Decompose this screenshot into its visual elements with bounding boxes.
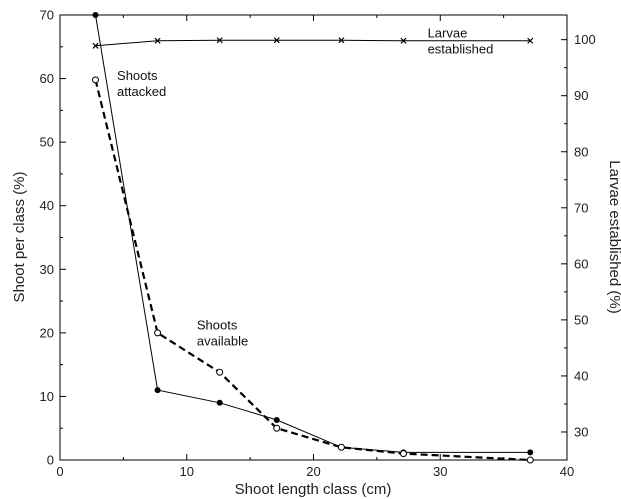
y-tick-label: 40 — [40, 198, 54, 213]
y2-tick-label: 60 — [574, 256, 588, 271]
y-tick-label: 70 — [40, 8, 54, 23]
y2-tick-label: 100 — [574, 32, 596, 47]
x-tick-label: 10 — [180, 464, 194, 479]
data-point — [273, 37, 280, 44]
data-point — [216, 37, 223, 44]
y2-axis-title: Larvae established (%) — [606, 160, 621, 313]
y-axis-ticks: 0 10 20 30 40 50 60 70 — [40, 8, 66, 468]
y-tick-label: 30 — [40, 262, 54, 277]
series-lines — [94, 14, 531, 462]
data-point — [526, 456, 534, 464]
y2-tick-label: 80 — [574, 144, 588, 159]
y-tick-label: 60 — [40, 71, 54, 86]
data-point — [92, 12, 99, 18]
data-point — [154, 387, 161, 394]
series-line-0 — [95, 14, 531, 453]
data-point — [273, 424, 281, 432]
data-point — [91, 76, 99, 84]
data-point — [527, 449, 534, 456]
data-point — [338, 37, 345, 44]
y2-tick-label: 90 — [574, 88, 588, 103]
annotations: Shoots attacked Shoots available Larvae estab… — [117, 25, 493, 348]
x-tick-label: 40 — [560, 464, 574, 479]
data-point — [216, 368, 224, 376]
y-axis-title: Shoot per class (%) — [11, 172, 28, 303]
data-point — [527, 37, 534, 44]
x-tick-label: 0 — [56, 464, 63, 479]
y2-axis-ticks: 30 40 50 60 70 80 90 100 — [561, 32, 596, 461]
series-line-1 — [94, 79, 531, 462]
data-point — [337, 443, 345, 451]
data-point — [273, 416, 280, 423]
y-tick-label: 0 — [47, 453, 54, 468]
data-point — [154, 329, 162, 337]
annotation: Larvae established — [428, 25, 494, 56]
y-tick-label: 10 — [40, 389, 54, 404]
data-point — [154, 37, 161, 44]
annotation: Shoots available — [197, 318, 248, 349]
annotation: Shoots attacked — [117, 68, 166, 99]
x-axis-ticks: 0 10 20 30 40 — [56, 15, 574, 479]
y-tick-label: 50 — [40, 135, 54, 150]
x-tick-label: 20 — [306, 464, 320, 479]
y-tick-label: 20 — [40, 325, 54, 340]
x-tick-label: 30 — [433, 464, 447, 479]
data-point — [400, 37, 407, 44]
data-point — [399, 450, 407, 458]
y2-tick-label: 50 — [574, 312, 588, 327]
y2-tick-label: 40 — [574, 368, 588, 383]
y2-tick-label: 70 — [574, 200, 588, 215]
data-point — [216, 399, 223, 406]
series-markers — [91, 12, 534, 464]
x-axis-title: Shoot length class (cm) — [235, 481, 392, 498]
y2-tick-label: 30 — [574, 424, 588, 439]
data-point — [92, 42, 99, 49]
